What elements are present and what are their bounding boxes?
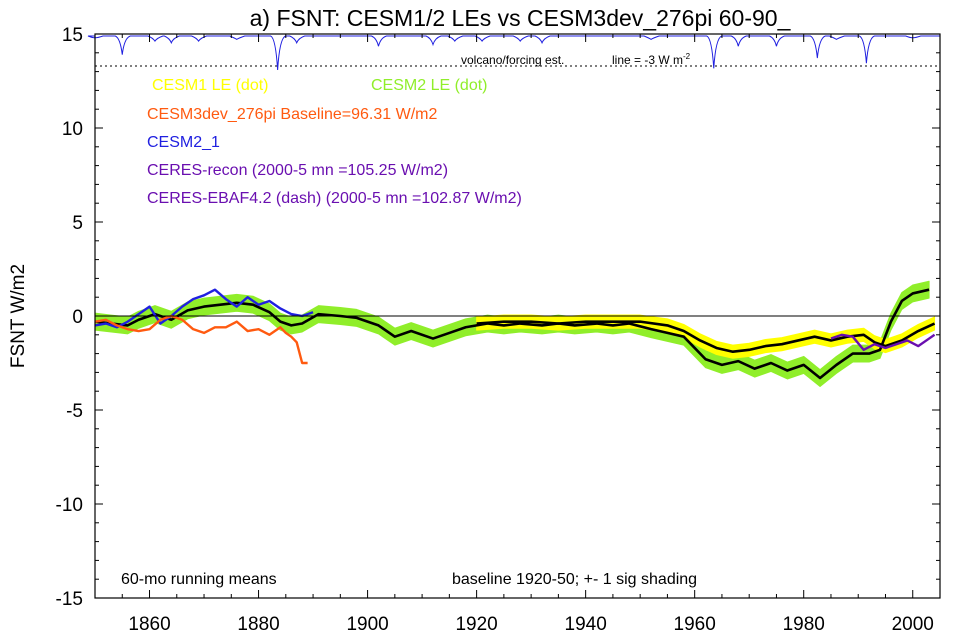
annotation-line-sup: -2: [683, 52, 691, 61]
series-cesm1-le-dot-mean-1: [476, 320, 936, 354]
x-tick-label: 1960: [674, 614, 716, 635]
y-tick-label: -5: [66, 401, 83, 422]
legend-ceres-ebaf: CERES-EBAF4.2 (dash) (2000-5 mn =102.87 …: [147, 190, 522, 207]
chart-title: a) FSNT: CESM1/2 LEs vs CESM3dev_276pi 6…: [250, 5, 792, 31]
x-tick-label: 2000: [892, 614, 934, 635]
x-tick-label: 1880: [237, 614, 279, 635]
y-tick-label: 0: [72, 307, 83, 328]
y-axis-label: FSNT W/m2: [8, 264, 29, 368]
annotation-line: line = -3 W m-2: [612, 52, 691, 67]
series-cesm3dev-276pi-baseline-96-31-w-m2-line-3: [94, 314, 308, 365]
x-tick-label: 1940: [565, 614, 607, 635]
series-cesm2-1-line-2: [94, 288, 314, 329]
volcano-forcing-trace: [87, 35, 940, 71]
series-ceres-recon-2000-5-mn-105-25-w-m2-line-4: [830, 333, 936, 352]
x-tick-label: 1900: [346, 614, 388, 635]
legend-cesm2-le: CESM2 LE (dot): [371, 77, 487, 94]
forcing-layer: [87, 35, 940, 71]
y-tick-label: 15: [62, 25, 83, 46]
x-tick-label: 1920: [455, 614, 497, 635]
annotation-baseline: baseline 1920-50; +- 1 sig shading: [452, 571, 697, 588]
band-cesm2-le-dot-0: [94, 280, 930, 387]
x-tick-label: 1860: [128, 614, 170, 635]
y-tick-label: -10: [56, 495, 83, 516]
legend-cesm1-le: CESM1 LE (dot): [152, 77, 268, 94]
annotation-running-means: 60-mo running means: [121, 571, 277, 588]
legend-cesm3dev: CESM3dev_276pi Baseline=96.31 W/m2: [147, 106, 437, 123]
y-tick-label: 5: [72, 213, 83, 234]
y-tick-label: -15: [56, 589, 83, 610]
lines-layer: [94, 288, 936, 380]
ticks-layer: -15 -10 -5 0 5 10 15 1860 1880 1900 1920 1940 1960 19…: [56, 25, 941, 635]
x-tick-label: 1980: [783, 614, 825, 635]
bands-layer: [94, 280, 936, 387]
legend-cesm2-1: CESM2_1: [147, 134, 220, 151]
y-tick-label: 10: [62, 119, 83, 140]
legend-ceres-recon: CERES-recon (2000-5 mn =105.25 W/m2): [147, 162, 448, 179]
annotation-line-text: line = -3 W m: [612, 53, 683, 67]
annotation-volcano: volcano/forcing est.: [461, 53, 564, 67]
